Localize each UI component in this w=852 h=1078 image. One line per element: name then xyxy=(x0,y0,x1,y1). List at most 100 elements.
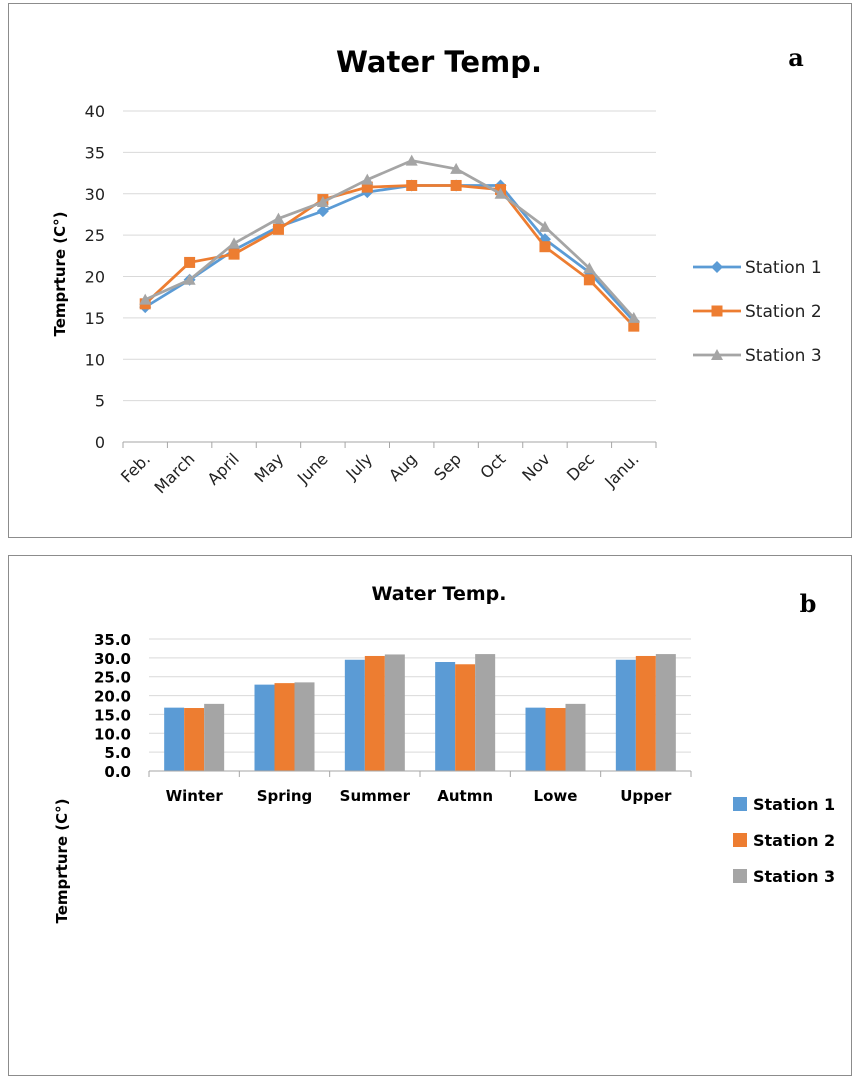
bar-summer-station-3 xyxy=(384,654,405,771)
data-point-station-2 xyxy=(628,320,640,332)
y-tick-label: 25.0 xyxy=(94,669,131,687)
y-tick-label: 20.0 xyxy=(94,688,131,706)
bar-autmn-station-2 xyxy=(455,664,476,771)
data-point-station-3 xyxy=(139,293,152,305)
data-point-station-2 xyxy=(539,241,551,253)
line-chart-axes xyxy=(122,441,657,448)
y-tick-label: 30 xyxy=(85,185,105,204)
line-chart-x-ticks: Feb.March April May June July Aug Sep Oct Nov Dec… xyxy=(117,449,643,497)
data-point-station-3 xyxy=(316,196,329,208)
x-tick-label: Lowe xyxy=(534,787,578,805)
series-line-station-2 xyxy=(144,184,635,328)
x-tick-label: Janu. xyxy=(600,449,642,491)
y-tick-label: 5.0 xyxy=(104,744,131,762)
legend-marker-station-2 xyxy=(711,305,723,317)
legend-label-station-2: Station 2 xyxy=(753,831,835,850)
bar-chart-panel: 0.0 5.0 10.0 15.0 20.0 25.0 30.0 35.0 Winter Spr… xyxy=(8,555,852,1076)
panel-label-b: b xyxy=(800,589,817,618)
x-tick-label: Aug xyxy=(385,449,421,485)
bar-autmn-station-3 xyxy=(475,654,496,771)
data-point-station-2 xyxy=(583,274,595,286)
x-tick-label: Feb. xyxy=(117,449,154,486)
x-tick-label: Summer xyxy=(340,787,411,805)
bar-chart-x-ticks: Winter Spring Summer Autmn Lowe Upper xyxy=(166,787,672,805)
y-tick-label: 40 xyxy=(85,102,105,121)
line-chart-legend: Station 1 Station 2 Station 3 xyxy=(693,258,822,366)
x-tick-label: Sep xyxy=(430,449,465,484)
bar-winter-station-1 xyxy=(164,707,185,771)
line-chart-panel: 0 5 10 15 20 25 30 35 40 Feb. March April May June Ju… xyxy=(8,3,852,538)
y-tick-label: 35.0 xyxy=(94,631,131,649)
data-point-station-3 xyxy=(361,173,374,185)
data-point-station-2 xyxy=(184,256,196,268)
line-chart-y-ticks: 0 5 10 15 20 25 30 35 40 xyxy=(85,102,105,452)
legend-marker-station-3 xyxy=(711,349,723,360)
bar-upper-station-3 xyxy=(655,654,676,771)
y-tick-label: 10.0 xyxy=(94,725,131,743)
data-point-station-3 xyxy=(272,212,285,224)
legend-swatch-station-1 xyxy=(733,797,747,811)
line-chart-series xyxy=(139,154,640,332)
legend-label-station-3: Station 3 xyxy=(753,867,835,886)
bar-upper-station-2 xyxy=(635,655,656,771)
bar-spring-station-1 xyxy=(254,684,275,771)
y-tick-label: 15 xyxy=(85,309,105,328)
bar-summer-station-2 xyxy=(364,655,385,771)
y-tick-label: 30.0 xyxy=(94,650,131,668)
bar-upper-station-1 xyxy=(615,659,636,771)
x-tick-label: March xyxy=(151,449,199,497)
data-point-station-3 xyxy=(228,237,241,249)
y-tick-label: 25 xyxy=(85,226,105,245)
bar-chart-axes xyxy=(148,770,692,777)
y-tick-label: 0 xyxy=(95,433,105,452)
bar-chart: 0.05.010.015.020.025.030.035.0 Winter Spr… xyxy=(53,583,835,924)
line-chart-gridlines xyxy=(123,110,656,402)
x-tick-label: June xyxy=(293,449,332,488)
x-tick-label: Autmn xyxy=(437,787,493,805)
legend-swatch-station-2 xyxy=(733,833,747,847)
x-tick-label: Oct xyxy=(476,449,509,482)
y-tick-label: 15.0 xyxy=(94,706,131,724)
data-point-station-3 xyxy=(183,273,196,285)
legend-label-station-3: Station 3 xyxy=(745,346,822,366)
chart-a-y-axis-label: Temprture (C°) xyxy=(51,211,69,336)
y-tick-label: 0.0 xyxy=(104,763,131,781)
bar-lowe-station-1 xyxy=(525,707,546,771)
y-tick-label: 10 xyxy=(85,350,105,369)
bar-chart-legend: Station 1 Station 2 Station 3 xyxy=(733,795,835,886)
bar-chart-bars xyxy=(164,654,676,771)
x-tick-label: Winter xyxy=(166,787,224,805)
x-tick-label: Spring xyxy=(257,787,313,805)
y-tick-label: 5 xyxy=(95,392,105,411)
x-tick-label: April xyxy=(204,449,243,488)
data-point-station-2 xyxy=(272,223,284,235)
data-point-station-2 xyxy=(228,248,240,260)
data-point-station-2 xyxy=(361,181,373,193)
data-point-station-3 xyxy=(627,311,640,323)
x-tick-label: Upper xyxy=(620,787,672,805)
bar-summer-station-1 xyxy=(344,659,365,771)
data-point-station-2 xyxy=(406,179,418,191)
bar-winter-station-2 xyxy=(184,708,205,771)
y-tick-label: 20 xyxy=(85,268,105,287)
bar-chart-y-ticks: 0.05.010.015.020.025.030.035.0 xyxy=(94,631,131,781)
bar-spring-station-2 xyxy=(274,683,295,771)
bar-chart-gridlines xyxy=(149,638,691,753)
data-point-station-3 xyxy=(538,220,551,232)
bar-winter-station-3 xyxy=(204,703,225,771)
bar-spring-station-3 xyxy=(294,682,315,771)
series-line-station-3 xyxy=(144,159,635,319)
x-tick-label: July xyxy=(342,449,376,483)
line-chart: 0 5 10 15 20 25 30 35 40 Feb.March April May June Ju… xyxy=(51,43,822,497)
bar-lowe-station-2 xyxy=(545,708,566,771)
x-tick-label: Nov xyxy=(518,449,554,485)
data-point-station-3 xyxy=(494,187,507,199)
legend-label-station-1: Station 1 xyxy=(753,795,835,814)
bar-autmn-station-1 xyxy=(435,662,456,771)
chart-b-title: Water Temp. xyxy=(372,583,507,605)
data-point-station-1 xyxy=(316,205,329,218)
x-tick-label: May xyxy=(250,449,287,486)
data-point-station-3 xyxy=(450,162,463,174)
series-line-station-1 xyxy=(144,184,635,323)
legend-marker-station-1 xyxy=(711,261,723,273)
